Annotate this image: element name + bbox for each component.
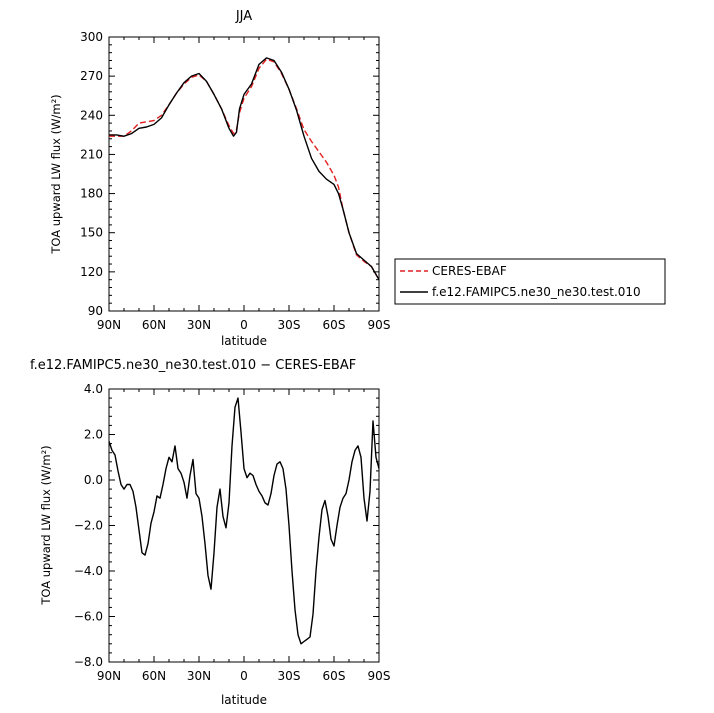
- y-tick-label: 4.0: [84, 382, 103, 396]
- bottom-y-axis-label: TOA upward LW flux (W/m²): [39, 445, 53, 605]
- y-tick-label: 240: [80, 108, 103, 122]
- x-tick-label: 60S: [323, 318, 346, 332]
- x-tick-label: 0: [240, 318, 248, 332]
- bottom-panel-title: f.e12.FAMIPC5.ne30_ne30.test.010 − CERES…: [30, 358, 356, 373]
- top-x-tick-labels: 90N 60N 30N 0 30S 60S 90S: [97, 318, 391, 332]
- top-series-line-0: [109, 58, 380, 281]
- bottom-tick-marks: [108, 388, 380, 663]
- bottom-panel: f.e12.FAMIPC5.ne30_ne30.test.010 − CERES…: [30, 358, 390, 707]
- y-tick-label: 90: [88, 304, 103, 318]
- top-tick-marks: [108, 36, 380, 312]
- legend-label-ceres: CERES-EBAF: [432, 264, 507, 278]
- x-tick-label: 30N: [187, 318, 211, 332]
- top-x-axis-label: latitude: [221, 334, 267, 348]
- y-tick-label: −2.0: [74, 519, 103, 533]
- x-tick-label: 60N: [142, 318, 166, 332]
- y-tick-label: 210: [80, 147, 103, 161]
- legend: CERES-EBAF f.e12.FAMIPC5.ne30_ne30.test.…: [394, 258, 666, 305]
- y-tick-label: 0.0: [84, 473, 103, 487]
- y-tick-label: −8.0: [74, 655, 103, 669]
- legend-label-model: f.e12.FAMIPC5.ne30_ne30.test.010: [432, 285, 641, 299]
- top-y-tick-labels: 90 120 150 180 210 240 270 300: [80, 30, 103, 318]
- y-tick-label: 2.0: [84, 428, 103, 442]
- x-tick-label: 60S: [323, 669, 346, 683]
- y-tick-label: −4.0: [74, 564, 103, 578]
- top-plot-frame: [108, 36, 380, 312]
- x-tick-label: 60N: [142, 669, 166, 683]
- bottom-plot-frame: [108, 388, 380, 663]
- y-tick-label: 270: [80, 69, 103, 83]
- x-tick-label: 90S: [368, 669, 391, 683]
- bottom-x-axis-label: latitude: [221, 693, 267, 707]
- x-tick-label: 30S: [278, 669, 301, 683]
- top-y-axis-label: TOA upward LW flux (W/m²): [49, 94, 63, 254]
- y-tick-label: −6.0: [74, 610, 103, 624]
- x-tick-label: 90S: [368, 318, 391, 332]
- x-tick-label: 90N: [97, 318, 121, 332]
- y-tick-label: 180: [80, 187, 103, 201]
- top-panel: JJA 90N 60N 30N 0 30S 60S 90S 90 120 150 180 210 24…: [49, 9, 390, 348]
- top-series-line-1: [109, 57, 380, 281]
- y-tick-label: 300: [80, 30, 103, 44]
- x-tick-label: 90N: [97, 669, 121, 683]
- legend-box: [394, 258, 666, 305]
- x-tick-label: 0: [240, 669, 248, 683]
- bottom-series-line-0: [108, 397, 380, 645]
- y-tick-label: 150: [80, 226, 103, 240]
- bottom-series-lines: [108, 397, 380, 645]
- bottom-y-tick-labels: −8.0 −6.0 −4.0 −2.0 0.0 2.0 4.0: [74, 382, 103, 669]
- top-series-lines: [109, 57, 380, 281]
- x-tick-label: 30S: [278, 318, 301, 332]
- x-tick-label: 30N: [187, 669, 211, 683]
- bottom-x-tick-labels: 90N 60N 30N 0 30S 60S 90S: [97, 669, 391, 683]
- top-panel-title: JJA: [235, 9, 252, 24]
- y-tick-label: 120: [80, 265, 103, 279]
